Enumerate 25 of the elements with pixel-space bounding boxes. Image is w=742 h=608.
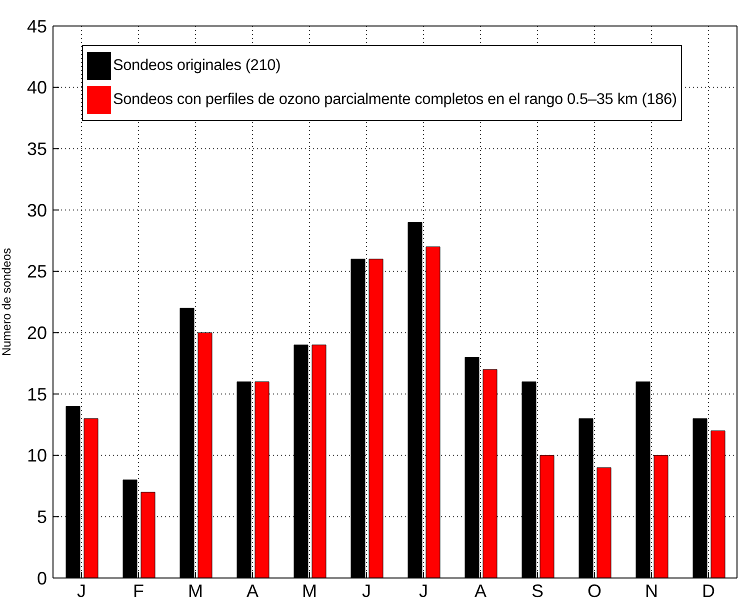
x-tick-label: J <box>362 580 371 601</box>
y-tick-label: 0 <box>36 568 47 588</box>
x-tick-label: F <box>133 580 144 601</box>
y-axis-title: Numero de sondeos <box>0 248 14 356</box>
x-tick-label: M <box>188 580 203 601</box>
y-tick-label: 20 <box>26 323 47 344</box>
x-tick-label: J <box>419 580 428 601</box>
y-tick-label: 15 <box>26 384 47 404</box>
x-tick-label: A <box>246 580 259 601</box>
y-tick-label: 45 <box>26 16 47 36</box>
x-tick-label: J <box>77 580 86 601</box>
y-tick-label: 35 <box>26 139 47 160</box>
x-tick-label: M <box>302 580 317 601</box>
x-tick-label: N <box>645 580 658 601</box>
x-tick-label: S <box>531 580 544 601</box>
legend-label: Sondeos originales (210) <box>113 57 281 75</box>
y-tick-label: 10 <box>26 446 47 466</box>
y-tick-label: 40 <box>26 78 47 98</box>
y-tick-label: 25 <box>26 262 47 282</box>
legend-label: Sondeos con perfiles de ozono parcialmente completos en el rango 0.5–35 km (186) <box>113 91 677 109</box>
y-tick-label: 5 <box>36 507 47 528</box>
y-tick-label: 30 <box>26 200 47 220</box>
x-tick-label: A <box>474 580 487 601</box>
x-tick-label: D <box>702 580 715 601</box>
x-tick-label: O <box>587 580 602 601</box>
